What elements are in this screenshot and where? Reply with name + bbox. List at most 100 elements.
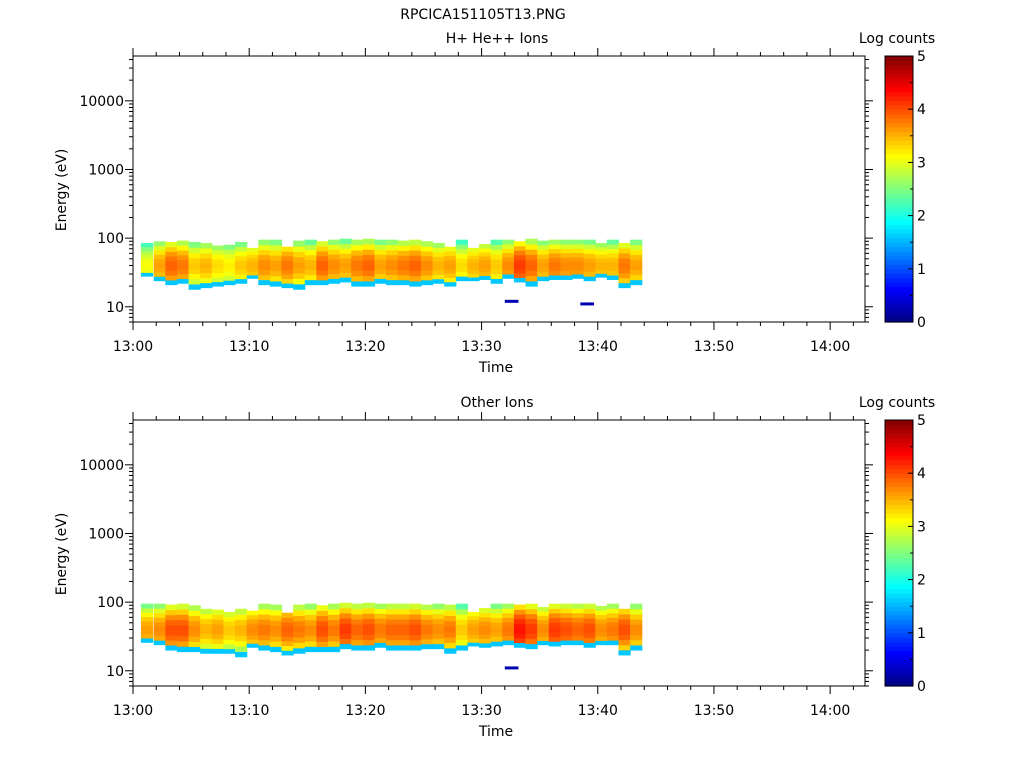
energy-bin [223,625,236,631]
energy-bin [339,272,352,278]
energy-bin [525,603,538,610]
energy-bin [293,610,306,616]
energy-bin [153,267,166,273]
colorbar-segment [885,623,913,629]
energy-bin [444,647,457,654]
colorbar-segment [885,60,913,66]
energy-bin [560,635,573,641]
time-stripe [281,612,294,656]
energy-bin [630,239,643,246]
energy-bin [548,266,561,272]
energy-bin [618,629,631,635]
energy-bin [235,646,248,652]
x-tick-label: 13:40 [578,703,618,719]
energy-bin [211,619,225,625]
energy-bin [525,628,538,635]
energy-bin [606,612,620,618]
energy-bin [386,603,399,610]
energy-bin [328,646,341,653]
colorbar-segment [885,157,913,163]
energy-bin [432,278,445,284]
energy-bin [618,608,631,615]
energy-bin [502,273,515,279]
energy-bin [432,274,445,280]
energy-bin [618,252,631,259]
energy-bin [386,644,399,651]
energy-bin [211,281,225,287]
energy-bin [165,270,178,276]
energy-bin [525,643,538,650]
energy-bin [548,603,561,609]
colorbar-segment [885,131,913,137]
energy-bin [455,639,469,646]
energy-bin [339,618,352,624]
colorbar-segment [885,490,913,496]
energy-bin [525,623,538,630]
colorbar-segment [885,184,913,190]
energy-bin [304,646,317,653]
energy-bin [176,608,190,615]
energy-bin [490,239,503,246]
energy-bin [525,259,538,266]
energy-bin [502,626,515,632]
energy-bin [420,255,434,262]
energy-bin [328,635,341,642]
energy-bin [140,250,154,255]
time-stripe [420,241,434,286]
colorbar-segment [885,473,913,479]
energy-bin [293,278,306,285]
energy-bin [432,643,445,650]
energy-bin [397,250,410,256]
colorbar-segment [885,237,913,243]
energy-bin [258,249,271,256]
energy-bin [490,631,503,638]
energy-bin [513,633,527,639]
energy-bin [432,251,445,257]
time-stripe [211,609,225,654]
time-stripe [140,242,154,277]
energy-bin [246,271,259,276]
energy-bin [618,247,631,254]
colorbar-tick-label: 2 [917,209,926,225]
energy-bin [316,615,329,622]
plot-frame [132,55,866,323]
energy-bin [304,254,317,261]
energy-bin [409,244,422,251]
energy-bin [420,246,434,252]
energy-bin [479,621,492,626]
energy-bin [153,635,166,641]
energy-bin [200,242,213,249]
colorbar-segment [885,659,913,665]
energy-bin [140,265,154,270]
energy-bin [200,613,213,620]
colorbar-segment [885,486,913,492]
energy-bin [537,640,550,646]
energy-bin [153,250,166,255]
energy-bin [200,257,213,264]
time-stripe [583,603,596,648]
x-tick-label: 13:10 [229,339,269,355]
energy-bin [502,269,515,275]
energy-bin [235,608,248,615]
energy-bin [316,636,329,642]
x-tick-label: 14:00 [810,339,850,355]
energy-bin [513,277,527,283]
energy-bin [316,246,329,252]
colorbar-segment [885,451,913,457]
energy-bin [537,258,550,264]
energy-bin [455,644,469,651]
energy-bin [513,614,527,620]
energy-bin [444,268,457,274]
energy-bin [595,618,608,624]
colorbar-segment [885,317,913,323]
energy-bin [595,246,608,252]
energy-bin [140,257,154,262]
time-stripe [455,239,469,282]
x-axis-label: Time [478,724,513,740]
energy-bin [281,622,294,628]
energy-bin [432,618,445,625]
energy-bin [362,275,376,282]
time-stripe [630,239,643,286]
energy-bin [351,613,364,620]
energy-bin [223,639,236,645]
